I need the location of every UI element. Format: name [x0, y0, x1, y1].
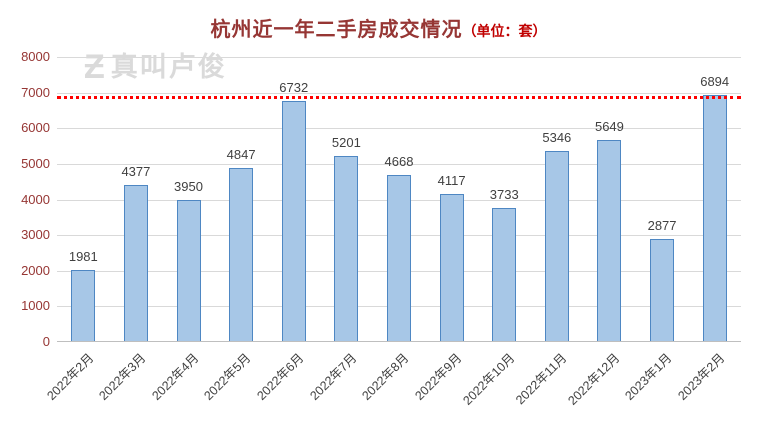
data-label: 3733: [489, 187, 519, 203]
bar-slot: 1981: [57, 57, 110, 341]
bar-slot: 4847: [215, 57, 268, 341]
x-tick-label: 2022年12月: [565, 350, 623, 408]
y-tick-label: 0: [42, 334, 50, 349]
data-label: 4117: [437, 173, 466, 189]
chart-title: 杭州近一年二手房成交情况（单位：套）: [0, 13, 757, 42]
bar-2022年6月: [281, 101, 306, 341]
bar-slot: 3950: [162, 57, 215, 341]
bar-2022年2月: [71, 270, 96, 341]
bar-slot: 6894: [688, 57, 741, 341]
data-label: 5649: [594, 118, 624, 134]
bar-slot: 6732: [267, 57, 320, 341]
bar-slot: 5201: [320, 57, 373, 341]
y-tick-label: 4000: [21, 191, 50, 207]
data-label: 6894: [700, 74, 730, 90]
x-axis-labels: 2022年2月 2022年3月 2022年4月 2022年5月 2022年6月 2022年…: [44, 346, 741, 438]
data-label: 1981: [68, 249, 98, 265]
bar-2022年11月: [544, 150, 569, 341]
chart-title-text: 杭州近一年二手房成交情况: [210, 19, 463, 41]
y-tick-label: 1000: [21, 298, 50, 314]
gridline: [57, 128, 741, 130]
gridline: [57, 163, 741, 165]
data-label: 4668: [384, 153, 414, 169]
reference-line: [57, 96, 741, 100]
bar-2022年3月: [123, 185, 148, 341]
gridline: [57, 57, 741, 58]
data-label: 4847: [226, 147, 256, 163]
bar-2022年12月: [597, 139, 622, 341]
bar-2023年1月: [650, 238, 675, 341]
data-label: 4377: [121, 164, 151, 180]
y-tick-label: 2000: [21, 262, 50, 278]
chart-title-unit: （单位：套）: [462, 23, 547, 39]
data-label: 5346: [542, 129, 572, 145]
x-tick-label: 2022年6月: [254, 350, 307, 403]
x-tick-label: 2022年4月: [149, 350, 202, 403]
data-label: 3950: [174, 179, 203, 195]
y-tick-label: 5000: [21, 155, 50, 171]
x-tick-label: 2023年1月: [622, 350, 675, 403]
bar-slot: 2877: [636, 57, 689, 341]
x-tick-label: 2022年11月: [513, 350, 570, 408]
plot-area: 1981 4377 3950 4847 6732 5201 4668 4117 3733 5346…: [57, 57, 741, 342]
x-tick-label: 2022年10月: [459, 350, 517, 408]
bar-2022年7月: [334, 155, 359, 341]
bar-2022年10月: [492, 208, 517, 341]
bar-slot: 5346: [531, 57, 584, 341]
bar-slot: 4377: [110, 57, 163, 341]
x-tick-label: 2022年8月: [359, 350, 412, 403]
x-tick-label: 2022年7月: [306, 350, 360, 403]
y-tick-label: 8000: [21, 49, 50, 64]
bar-slot: 3733: [478, 57, 531, 341]
bar-2022年8月: [386, 174, 411, 341]
y-axis-labels: 0 1000 2000 3000 4000 5000 6000 7000 8000: [0, 0, 50, 439]
x-tick-label: 2022年3月: [96, 350, 149, 403]
data-label: 5201: [331, 134, 361, 150]
bar-2023年2月: [702, 95, 727, 341]
bar-2022年5月: [229, 168, 254, 341]
bar-slot: 5649: [583, 57, 636, 341]
y-tick-label: 6000: [21, 120, 50, 136]
data-label: 2877: [647, 217, 677, 233]
y-tick-label: 3000: [21, 227, 50, 243]
bar-2022年9月: [439, 194, 464, 341]
bar-slot: 4117: [425, 57, 478, 341]
y-tick-label: 7000: [21, 84, 50, 100]
bar-slot: 4668: [373, 57, 426, 341]
x-tick-label: 2023年2月: [675, 350, 728, 403]
bar-2022年4月: [176, 200, 201, 341]
x-tick-label: 2022年5月: [201, 350, 254, 403]
data-label: 6732: [279, 80, 309, 96]
gridline: [57, 92, 741, 94]
